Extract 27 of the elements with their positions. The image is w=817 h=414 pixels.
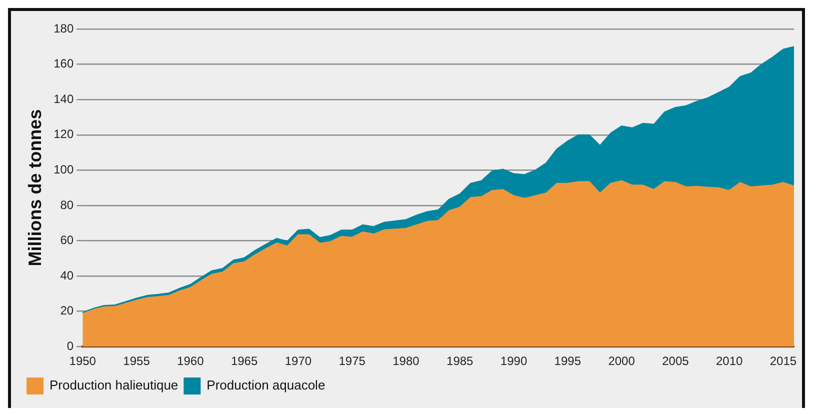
legend-label: Production halieutique	[50, 378, 178, 393]
y-tick-label: 20	[60, 304, 74, 318]
y-tick-label: 100	[54, 162, 74, 176]
x-tick-label: 1995	[554, 354, 582, 368]
x-tick-label: 1960	[177, 354, 204, 368]
x-tick-label: 2005	[662, 354, 690, 368]
y-tick-label: 0	[66, 338, 74, 353]
x-tick-label: 1950	[69, 354, 96, 368]
y-tick-label: 40	[60, 268, 74, 282]
x-tick-label: 2000	[608, 354, 636, 368]
x-tick-label: 1975	[338, 354, 366, 368]
y-tick-label: 140	[54, 92, 74, 106]
legend-label: Production aquacole	[206, 378, 326, 393]
y-tick-label: 60	[60, 233, 74, 248]
x-tick-label: 2015	[770, 354, 797, 368]
x-tick-label: 2010	[716, 354, 743, 368]
x-tick-label: 1985	[446, 354, 474, 368]
x-tick-label: 1970	[284, 354, 312, 368]
x-tick-label: 1965	[230, 354, 258, 368]
x-tick-label: 1955	[123, 354, 150, 368]
y-tick-label: 80	[60, 198, 74, 212]
x-tick-label: 1980	[392, 354, 420, 368]
y-axis-title: Millions de tonnes	[24, 109, 45, 266]
y-tick-label: 160	[54, 56, 74, 71]
x-tick-label: 1990	[500, 354, 528, 368]
y-tick-label: 120	[54, 127, 74, 142]
y-tick-label: 180	[54, 21, 74, 36]
